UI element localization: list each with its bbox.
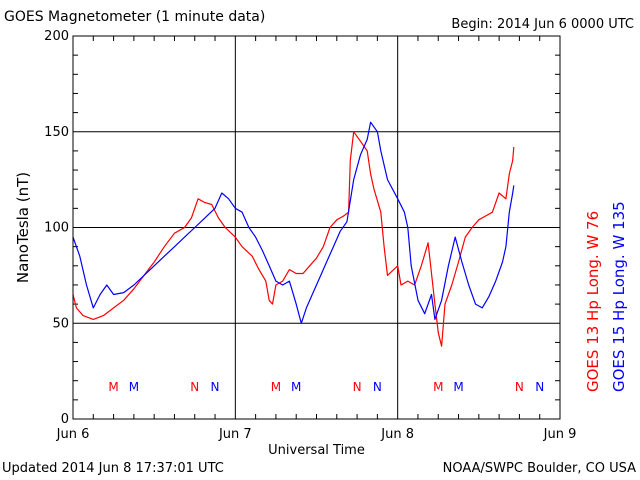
updated-timestamp: Updated 2014 Jun 8 17:37:01 UTC [2, 461, 224, 476]
mn-marker: N [211, 380, 220, 394]
y-tick-label: 50 [52, 316, 69, 331]
plot-frame [72, 35, 561, 420]
mn-marker: M [291, 380, 301, 394]
x-tick-label: Jun 6 [56, 427, 90, 442]
mn-marker: M [129, 380, 139, 394]
y-axis-title: NanoTesla (nT) [14, 172, 32, 283]
legend-goes13: GOES 13 Hp Long. W 76 [584, 211, 602, 392]
x-axis-title: Universal Time [268, 443, 365, 458]
mn-marker: M [433, 380, 443, 394]
x-tick-label: Jun 8 [380, 427, 414, 442]
mn-marker: M [271, 380, 281, 394]
mn-marker: N [190, 380, 199, 394]
goes15-series-line [72, 121, 515, 324]
mn-marker: N [535, 380, 544, 394]
goes13-series-line [72, 131, 515, 347]
begin-time: Begin: 2014 Jun 6 0000 UTC [451, 17, 634, 32]
mn-marker: M [108, 380, 118, 394]
y-tick-label: 150 [44, 125, 69, 140]
mn-marker: N [353, 380, 362, 394]
y-tick-label: 0 [61, 412, 69, 427]
y-tick-label: 100 [44, 221, 69, 236]
mn-marker: M [453, 380, 463, 394]
x-tick-label: Jun 7 [218, 427, 252, 442]
y-tick-label: 200 [44, 29, 69, 44]
legend-goes15: GOES 15 Hp Long. W 135 [610, 201, 628, 392]
chart-title: GOES Magnetometer (1 minute data) [4, 9, 266, 25]
x-tick-label: Jun 9 [543, 427, 577, 442]
mn-marker: N [373, 380, 382, 394]
mn-marker: N [515, 380, 524, 394]
data-source: NOAA/SWPC Boulder, CO USA [442, 461, 636, 476]
